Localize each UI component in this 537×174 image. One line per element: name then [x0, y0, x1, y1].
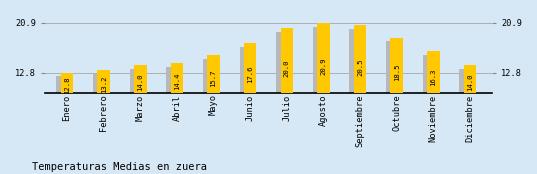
- Bar: [134, 65, 147, 93]
- Text: 14.0: 14.0: [467, 74, 473, 91]
- Bar: [423, 55, 439, 93]
- Bar: [313, 27, 329, 93]
- Text: Temperaturas Medias en zuera: Temperaturas Medias en zuera: [32, 162, 207, 172]
- Text: 13.2: 13.2: [100, 76, 107, 93]
- Bar: [386, 41, 402, 93]
- Text: 16.3: 16.3: [430, 68, 437, 86]
- Bar: [276, 32, 292, 93]
- Bar: [207, 55, 220, 93]
- Text: 20.5: 20.5: [357, 58, 363, 76]
- Bar: [171, 63, 183, 93]
- Bar: [129, 69, 146, 93]
- Bar: [93, 74, 109, 93]
- Text: 15.7: 15.7: [211, 70, 216, 87]
- Bar: [317, 23, 330, 93]
- Bar: [166, 66, 182, 93]
- Bar: [244, 43, 257, 93]
- Bar: [280, 29, 293, 93]
- Text: 12.8: 12.8: [64, 77, 70, 94]
- Bar: [350, 29, 365, 93]
- Bar: [240, 47, 256, 93]
- Bar: [464, 65, 476, 93]
- Text: 20.9: 20.9: [321, 58, 326, 75]
- Text: 14.4: 14.4: [174, 73, 180, 90]
- Text: 14.0: 14.0: [137, 74, 143, 91]
- Text: 17.6: 17.6: [247, 65, 253, 83]
- Text: 20.0: 20.0: [284, 60, 290, 77]
- Bar: [354, 25, 366, 93]
- Bar: [97, 70, 110, 93]
- Bar: [203, 59, 219, 93]
- Bar: [459, 69, 475, 93]
- Bar: [390, 38, 403, 93]
- Text: 18.5: 18.5: [394, 63, 400, 81]
- Bar: [427, 51, 440, 93]
- Bar: [61, 73, 73, 93]
- Bar: [56, 76, 72, 93]
